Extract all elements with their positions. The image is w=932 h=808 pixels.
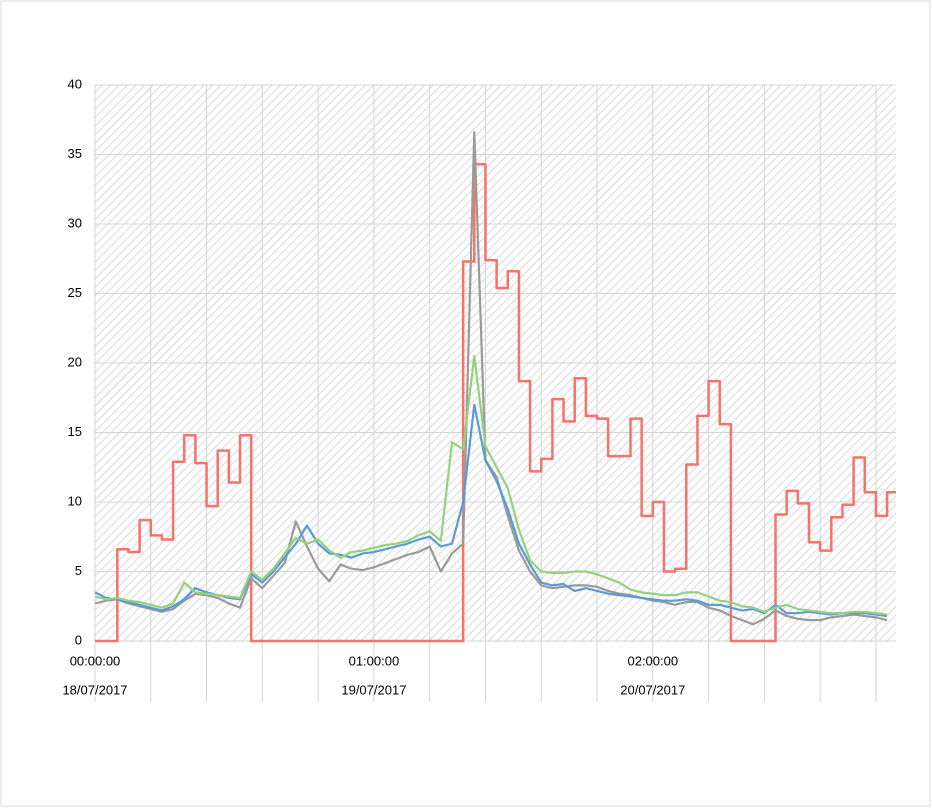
x-date-label: 19/07/2017 (341, 682, 406, 697)
y-tick-label: 35 (68, 146, 82, 161)
x-date-label: 18/07/2017 (62, 682, 127, 697)
series-line (95, 354, 888, 616)
series-layer (95, 131, 896, 643)
y-tick-label: 20 (68, 354, 82, 369)
y-tick-label: 10 (68, 493, 82, 508)
labels: 0 5 10 15 20 25 30 35 40 00:00:00 01:00:00 02:00:00… (62, 76, 685, 697)
x-tick-label: 01:00:00 (349, 653, 400, 668)
step-riser (116, 164, 889, 641)
y-tick-label: 15 (68, 424, 82, 439)
y-tick-label: 25 (68, 285, 82, 300)
y-tick-label: 0 (75, 632, 82, 647)
series-line (95, 403, 888, 618)
y-tick-label: 5 (75, 563, 82, 578)
grid (94, 84, 896, 702)
x-tick-label: 02:00:00 (627, 653, 678, 668)
x-date-label: 20/07/2017 (620, 682, 685, 697)
x-tick-label: 00:00:00 (70, 653, 121, 668)
y-tick-label: 30 (68, 215, 82, 230)
y-tick-label: 40 (68, 76, 82, 91)
